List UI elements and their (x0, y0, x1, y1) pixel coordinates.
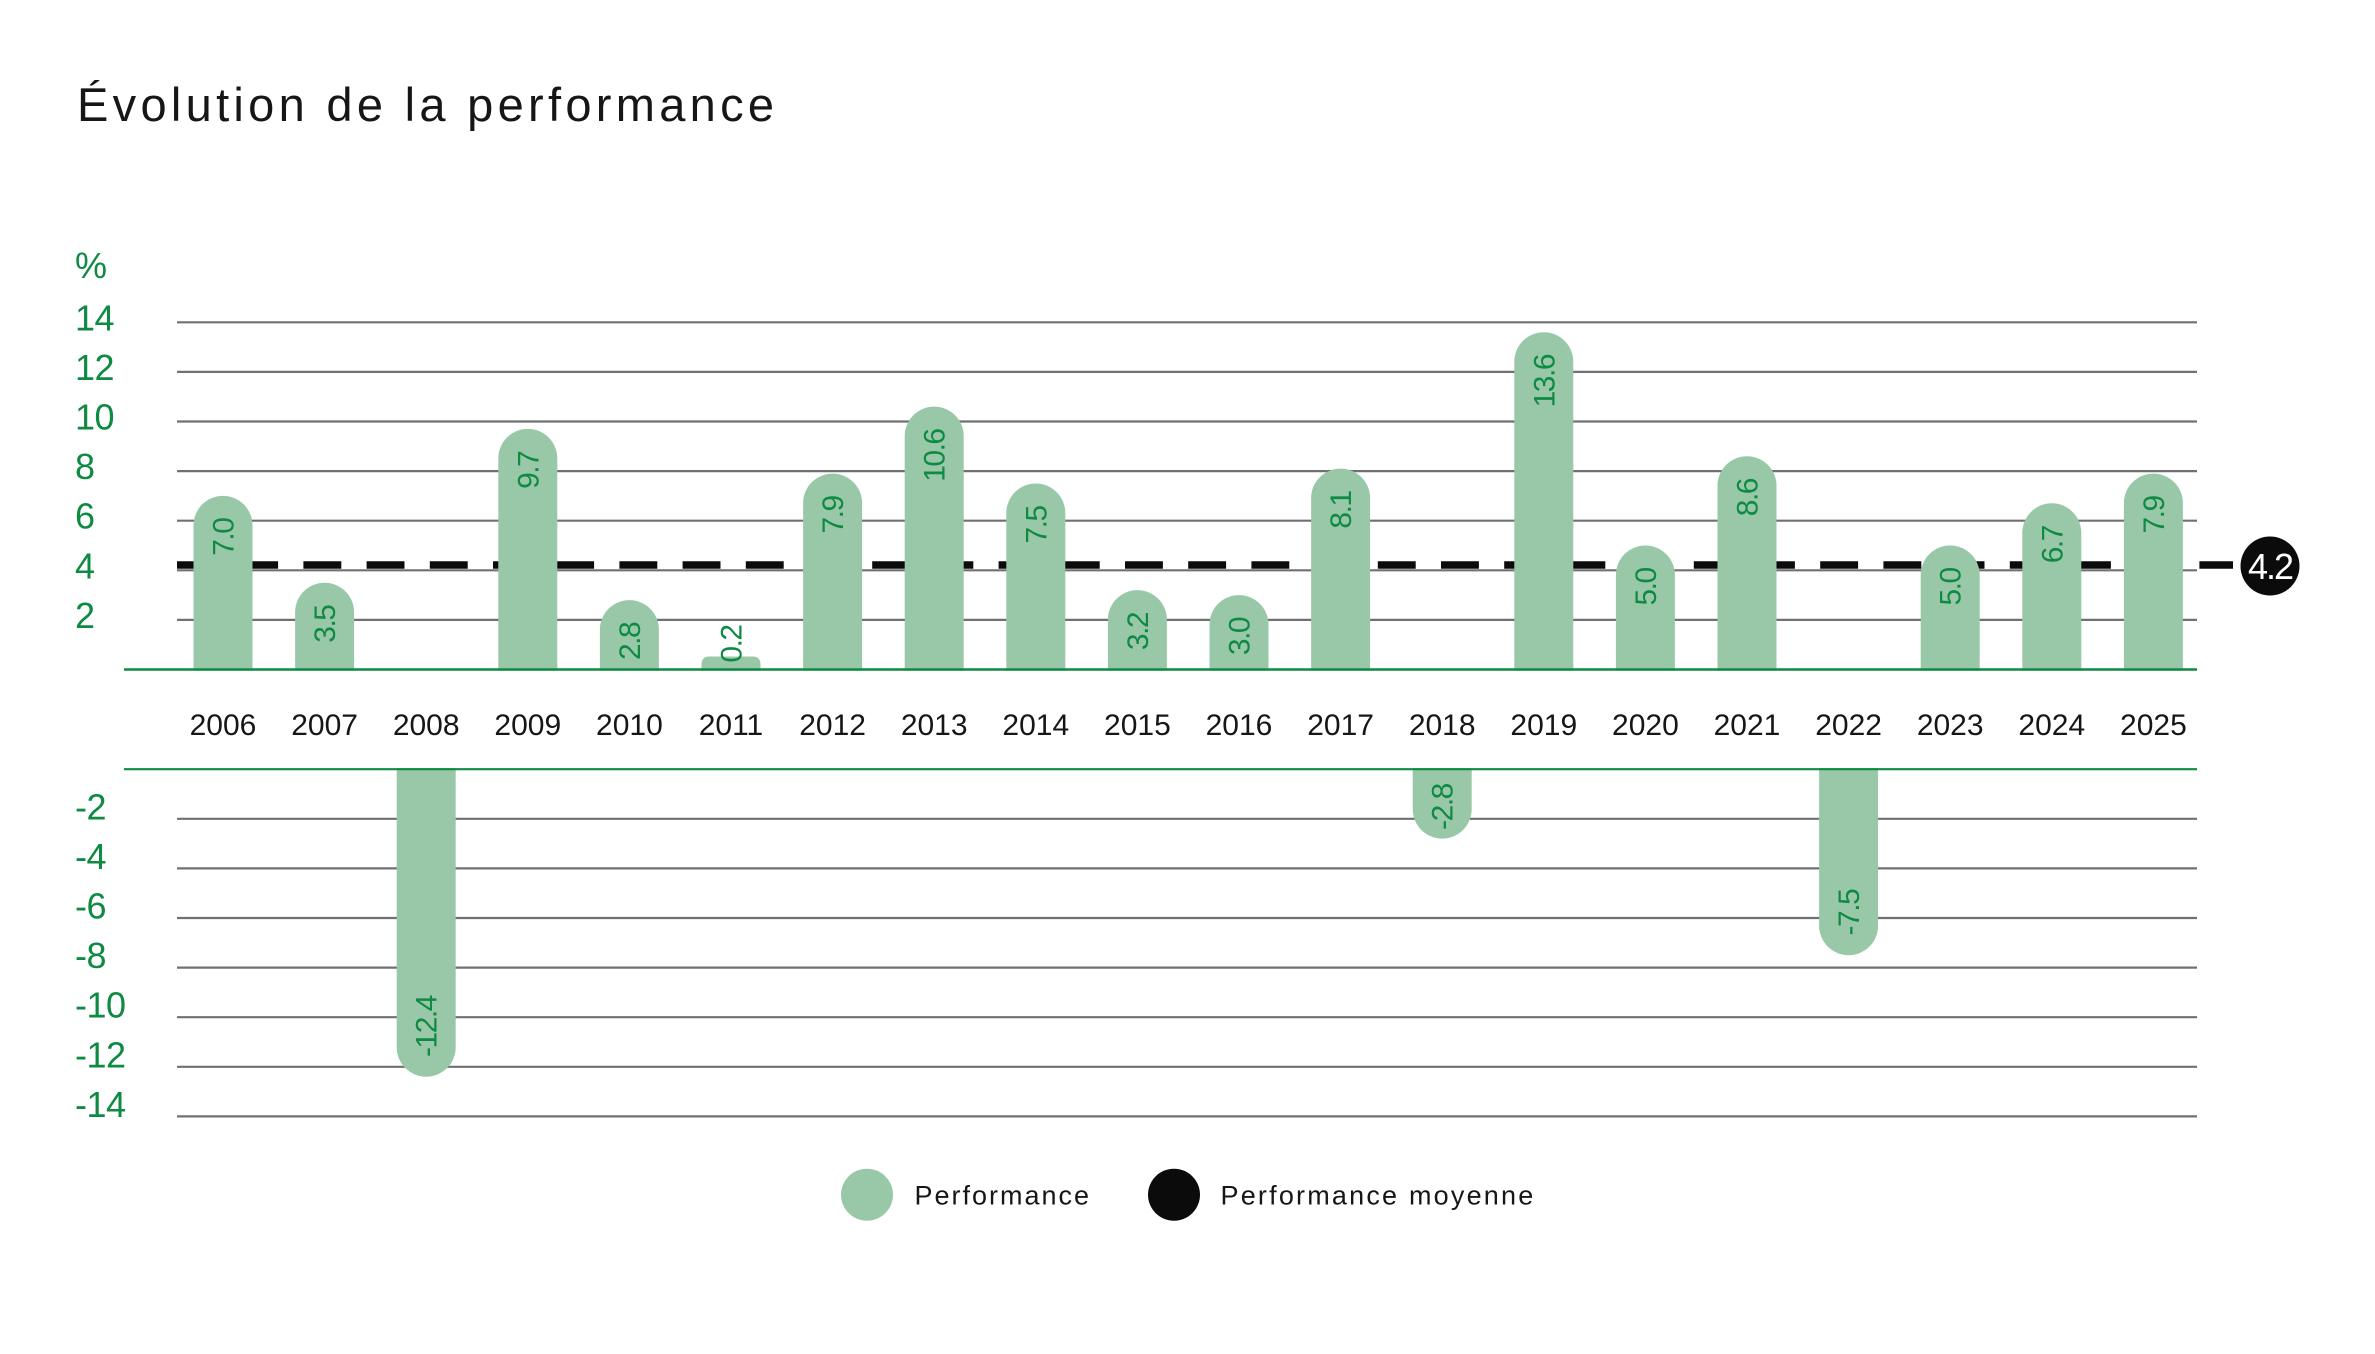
svg-text:8.6: 8.6 (1732, 478, 1765, 516)
svg-text:-2: -2 (75, 786, 106, 827)
svg-text:Évolution de la performance: Évolution de la performance (77, 78, 778, 131)
svg-text:2017: 2017 (1307, 709, 1374, 742)
svg-text:6.7: 6.7 (2036, 525, 2069, 563)
svg-text:2: 2 (75, 595, 95, 636)
svg-text:2014: 2014 (1002, 709, 1069, 742)
svg-text:8: 8 (75, 446, 95, 487)
svg-text:-12.4: -12.4 (411, 995, 444, 1057)
svg-text:2011: 2011 (699, 709, 764, 742)
svg-text:2007: 2007 (291, 709, 358, 742)
svg-text:-14: -14 (75, 1084, 126, 1125)
svg-text:%: % (75, 245, 107, 286)
svg-text:2021: 2021 (1714, 709, 1781, 742)
svg-text:-12: -12 (75, 1034, 126, 1075)
svg-text:2019: 2019 (1510, 709, 1577, 742)
svg-text:7.9: 7.9 (817, 495, 850, 533)
svg-text:5.0: 5.0 (1630, 567, 1663, 605)
svg-text:-8: -8 (75, 935, 106, 976)
svg-text:2015: 2015 (1104, 709, 1171, 742)
svg-text:Performance: Performance (915, 1181, 1092, 1211)
svg-text:3.2: 3.2 (1122, 612, 1155, 650)
svg-text:9.7: 9.7 (512, 451, 545, 489)
svg-text:2013: 2013 (901, 709, 968, 742)
svg-text:2010: 2010 (596, 709, 663, 742)
svg-text:2023: 2023 (1917, 709, 1984, 742)
svg-text:4: 4 (75, 545, 95, 586)
svg-text:7.9: 7.9 (2138, 495, 2171, 533)
svg-text:-2.8: -2.8 (1427, 783, 1460, 830)
svg-text:7.0: 7.0 (208, 518, 241, 556)
svg-text:2.8: 2.8 (614, 622, 647, 660)
svg-text:-4: -4 (75, 836, 106, 877)
svg-text:4.2: 4.2 (2248, 546, 2293, 587)
svg-text:8.1: 8.1 (1325, 491, 1358, 529)
svg-text:10.6: 10.6 (919, 429, 952, 482)
svg-text:5.0: 5.0 (1935, 567, 1968, 605)
svg-text:3.5: 3.5 (309, 605, 342, 643)
svg-text:3.0: 3.0 (1224, 617, 1257, 655)
svg-text:2006: 2006 (190, 709, 257, 742)
svg-text:2008: 2008 (393, 709, 460, 742)
svg-text:2016: 2016 (1206, 709, 1273, 742)
svg-text:-7.5: -7.5 (1833, 889, 1866, 936)
svg-text:-6: -6 (75, 886, 106, 927)
svg-text:6: 6 (75, 496, 95, 537)
svg-text:2025: 2025 (2120, 709, 2187, 742)
svg-text:-10: -10 (75, 985, 126, 1026)
svg-text:2020: 2020 (1612, 709, 1679, 742)
svg-text:14: 14 (75, 297, 114, 338)
svg-text:2018: 2018 (1409, 709, 1476, 742)
svg-text:7.5: 7.5 (1020, 505, 1053, 543)
svg-text:Performance moyenne: Performance moyenne (1221, 1181, 1536, 1211)
svg-text:2024: 2024 (2018, 709, 2085, 742)
svg-text:13.6: 13.6 (1528, 354, 1561, 407)
svg-text:10: 10 (75, 397, 114, 438)
svg-text:0.2: 0.2 (716, 625, 749, 663)
svg-text:2012: 2012 (799, 709, 866, 742)
svg-text:2022: 2022 (1815, 709, 1882, 742)
svg-text:12: 12 (75, 347, 114, 388)
svg-text:2009: 2009 (494, 709, 561, 742)
